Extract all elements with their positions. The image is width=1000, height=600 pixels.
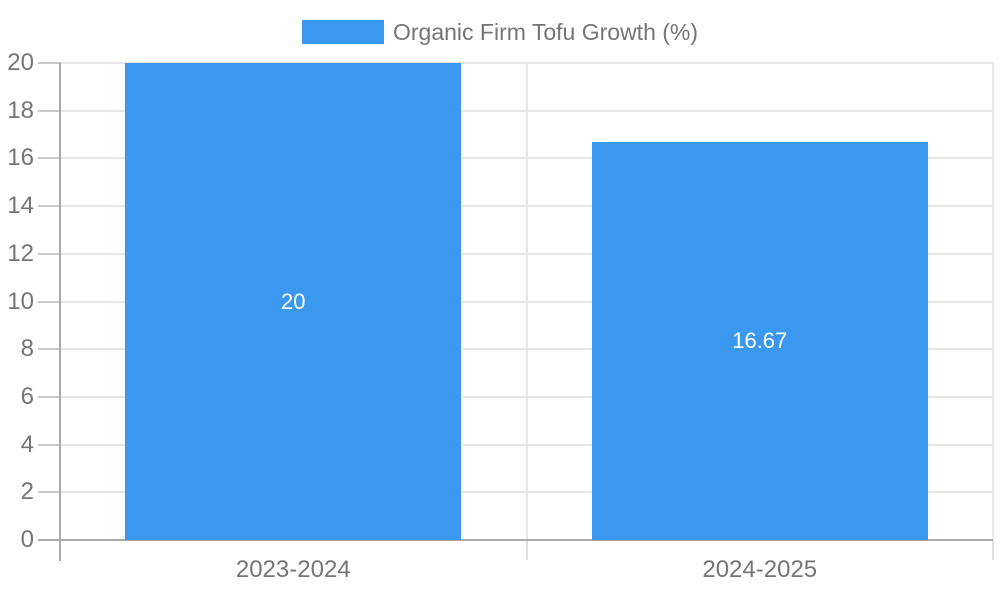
y-tick-mark [38, 109, 60, 112]
y-tick-label: 0 [20, 526, 34, 553]
y-tick-mark [38, 348, 60, 351]
y-tick-mark [38, 252, 60, 255]
y-tick-mark [38, 443, 60, 446]
bar-2024-2025[interactable] [592, 142, 928, 540]
y-tick-mark [38, 300, 60, 303]
y-tick-label: 20 [7, 49, 34, 76]
bar-2023-2024[interactable] [125, 63, 461, 540]
y-tick-label: 10 [7, 287, 34, 315]
y-axis-line [59, 63, 61, 561]
legend-label: Organic Firm Tofu Growth (%) [392, 18, 699, 45]
x-tick-mark [525, 541, 528, 560]
category-boundary-gridline [525, 63, 528, 540]
y-tick-label: 18 [7, 96, 34, 124]
y-tick-label: 14 [7, 192, 34, 220]
y-tick-mark [38, 491, 60, 494]
y-tick-label: 12 [7, 239, 34, 267]
y-tick-mark [38, 62, 60, 64]
y-tick-label: 16 [7, 144, 34, 172]
x-tick-label: 2024-2025 [702, 556, 818, 583]
x-axis-line [38, 539, 993, 541]
bar-value-label: 16.67 [732, 328, 788, 354]
x-tick-mark [992, 541, 994, 560]
y-tick-label: 4 [20, 430, 34, 458]
y-tick-mark [38, 395, 60, 398]
y-tick-label: 8 [20, 335, 34, 363]
y-tick-mark [38, 157, 60, 160]
y-tick-mark [38, 205, 60, 208]
x-tick-label: 2023-2024 [235, 556, 351, 583]
y-tick-label: 6 [20, 382, 34, 410]
bar-value-label: 20 [281, 288, 306, 314]
y-tick-label: 2 [20, 478, 34, 506]
legend[interactable]: Organic Firm Tofu Growth (%) [0, 17, 1000, 47]
legend-swatch [301, 20, 384, 44]
category-boundary-gridline [992, 63, 994, 540]
